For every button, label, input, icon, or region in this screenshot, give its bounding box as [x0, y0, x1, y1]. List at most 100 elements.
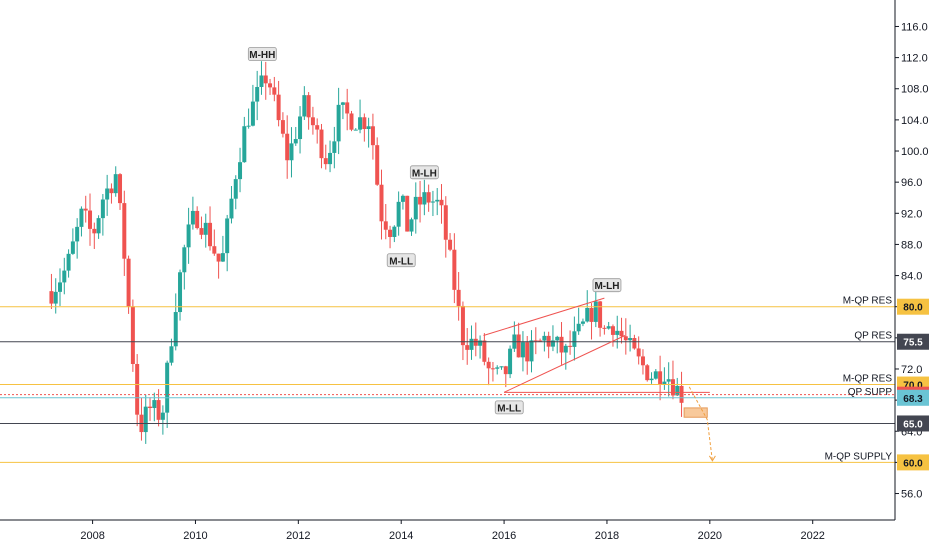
candle-body — [298, 116, 303, 140]
trendline — [503, 335, 626, 393]
candle-body — [340, 102, 345, 105]
projection-arrowhead — [708, 455, 716, 462]
x-axis: 2008 2010 2012 2014 2016 2018 2020 2022 — [0, 519, 895, 542]
level-label: M-QP RES — [843, 374, 893, 385]
candle-body — [280, 120, 285, 134]
candle-body — [448, 239, 453, 250]
candle-body — [508, 348, 513, 375]
candle-body — [538, 340, 543, 342]
price-tag-value: 65.0 — [903, 419, 923, 430]
candle-body — [100, 199, 105, 219]
annotation-label: M-LL — [497, 403, 521, 414]
candle-body — [649, 378, 654, 381]
candle-body — [426, 192, 431, 203]
candle-body — [83, 208, 88, 211]
candle-body — [259, 75, 264, 87]
candle-body — [589, 307, 594, 322]
candle-body — [203, 222, 208, 235]
candle-body — [473, 338, 478, 346]
candle-body — [593, 301, 598, 322]
candle-body — [628, 338, 633, 341]
candle-body — [70, 241, 75, 254]
candle-body — [645, 365, 650, 381]
candle-body — [238, 162, 243, 180]
annotation-label: M-HH — [249, 50, 275, 61]
candle-body — [623, 336, 628, 341]
candle-body — [675, 385, 680, 396]
x-tick-label: 2020 — [698, 530, 722, 542]
candle-body — [289, 143, 294, 161]
candle-body — [482, 340, 487, 362]
candle-body — [563, 345, 568, 353]
candle-body — [435, 199, 440, 202]
horizontal-levels: M-QP RES QP RES M-QP RES QP SUPP M-QP SUPPLY — [0, 296, 895, 463]
candle-body — [396, 201, 401, 227]
candle-body — [220, 253, 225, 262]
candle-body — [152, 400, 157, 409]
price-tag-box — [897, 415, 929, 432]
candle-body — [135, 363, 140, 415]
candle-body — [452, 249, 457, 290]
candle-body — [658, 371, 663, 384]
candle-body — [169, 346, 174, 363]
candle-body — [503, 366, 508, 375]
candle-body — [640, 356, 645, 366]
candle-body — [653, 371, 658, 379]
annotation-box — [386, 253, 416, 268]
candle-body — [130, 306, 135, 364]
candle-body — [96, 218, 101, 234]
candle-body — [353, 129, 358, 131]
candle-body — [328, 152, 333, 165]
candle-body — [520, 342, 525, 358]
candle-body — [315, 125, 320, 130]
candle-body — [370, 126, 375, 146]
candle-body — [632, 338, 637, 349]
candle-body — [469, 338, 474, 350]
y-tick-label: 84.0 — [901, 271, 922, 283]
candle-body — [439, 199, 444, 206]
candle-body — [533, 340, 538, 342]
candle-body — [572, 331, 577, 347]
candle-body — [53, 291, 58, 304]
candle-body — [490, 368, 495, 370]
candle-body — [156, 400, 161, 420]
candle-body — [242, 126, 247, 163]
annotation-label: M-LH — [594, 281, 619, 292]
y-tick-label: 96.0 — [901, 177, 922, 189]
candle-body — [310, 117, 315, 126]
candle-body — [246, 125, 251, 127]
candle-body — [113, 174, 118, 194]
y-tick-label: 116.0 — [901, 21, 928, 33]
level-label: M-QP RES — [843, 296, 893, 307]
candle-body — [375, 145, 380, 185]
candle-body — [199, 228, 204, 235]
candle-body — [460, 305, 465, 346]
annotation-box — [494, 400, 524, 415]
y-axis: 56.060.064.068.072.076.080.084.088.092.0… — [894, 0, 929, 520]
candle-body — [670, 379, 675, 396]
candle-body — [109, 188, 114, 194]
candle-body — [143, 406, 148, 433]
annotation-box — [592, 278, 622, 293]
x-tick-label: 2014 — [389, 530, 413, 542]
candle-body — [75, 226, 80, 242]
candle-body — [610, 326, 615, 335]
candle-body — [413, 196, 418, 220]
candle-body — [388, 229, 393, 237]
projection-zone — [683, 407, 708, 418]
candle-body — [323, 158, 328, 165]
candle-body — [478, 340, 483, 346]
y-tick-label: 108.0 — [901, 84, 929, 96]
trendlines — [483, 297, 710, 393]
candle-body — [499, 366, 504, 368]
candle-body — [212, 246, 217, 254]
y-tick-label: 92.0 — [901, 208, 922, 220]
level-label: M-QP SUPPLY — [825, 451, 893, 462]
candle-body — [293, 139, 298, 144]
candle-body — [105, 188, 110, 200]
y-tick-label: 112.0 — [901, 53, 928, 65]
candle-body — [190, 210, 195, 225]
candle-body — [358, 117, 363, 130]
candle-body — [250, 101, 255, 126]
candle-body — [276, 94, 281, 121]
